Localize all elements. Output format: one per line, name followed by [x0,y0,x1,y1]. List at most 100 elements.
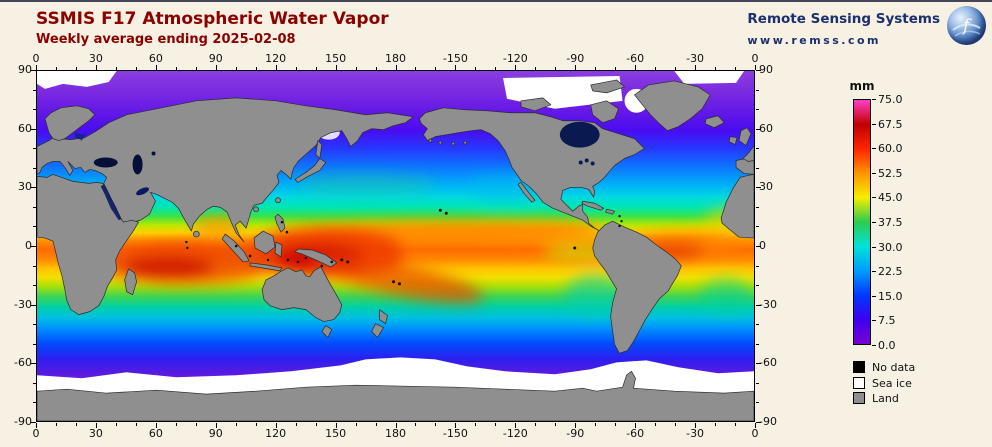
colorbar-tick-label: 60.0 [878,142,903,156]
lon-tick-label-bottom: 30 [88,427,103,440]
lat-tick-mark [756,167,759,169]
lon-tick-label-top: 30 [88,52,103,65]
lon-tick-mark [95,65,97,70]
lon-tick-mark [675,423,677,426]
lon-tick-label-top: 120 [265,52,287,65]
remss-globe-logo: f [947,6,986,45]
lon-tick-mark [515,65,517,70]
lon-tick-mark [595,67,597,70]
lon-tick-mark [475,423,477,426]
lon-tick-mark [435,423,437,426]
colorbar-tick-mark [872,123,876,125]
lat-tick-mark [756,109,759,111]
lon-tick-label-bottom: 0 [751,427,759,440]
globe-icon: f [952,16,981,37]
lat-tick-label-right: 60 [759,121,773,135]
lon-tick-label-top: 90 [208,52,223,65]
lon-tick-mark [75,423,77,426]
lat-tick-label-left: -90 [14,415,32,428]
lon-tick-mark [295,423,297,426]
lon-tick-mark [695,65,697,70]
lat-tick-label-left: 90 [18,63,32,76]
lat-tick-mark [33,324,36,326]
lat-tick-label-left: -60 [14,356,32,370]
lat-tick-mark [756,206,759,208]
lon-tick-label-bottom: -120 [502,427,528,440]
lon-tick-mark [435,67,437,70]
lat-tick-mark [33,382,36,384]
colorbar-tick-label: 67.5 [878,117,903,131]
lon-tick-mark [735,423,737,426]
lon-tick-mark [155,423,157,428]
moisture-anomaly-layer [98,172,754,318]
lon-tick-mark [635,65,637,70]
lat-tick-mark [33,89,36,91]
lat-tick-mark [33,285,36,287]
lat-tick-mark [756,324,759,326]
branding-website-link[interactable]: www.remss.com [747,34,882,47]
svg-text:f: f [961,16,972,36]
legend-label: Land [872,392,899,405]
lat-tick-mark [756,285,759,287]
lon-tick-mark [355,423,357,426]
colorbar-tick-label: 45.0 [878,191,903,205]
lon-tick-mark [235,67,237,70]
lon-tick-mark [535,423,537,426]
lon-tick-label-top: -90 [566,52,585,65]
colorbar-tick-mark [872,345,876,346]
lon-tick-mark [375,67,377,70]
lat-tick-mark [756,343,759,345]
legend-swatch [853,392,865,404]
lon-tick-mark [75,67,77,70]
colorbar-tick-mark [872,99,876,100]
lon-tick-label-top: 0 [32,52,40,65]
lon-tick-label-top: 60 [148,52,163,65]
lon-tick-mark [615,67,617,70]
lon-tick-mark [275,423,277,428]
lon-tick-mark [275,65,277,70]
lon-tick-mark [375,423,377,426]
lon-tick-mark [95,423,97,428]
lon-tick-mark [635,423,637,428]
lat-tick-mark [33,148,36,150]
land-layer [37,79,754,421]
lat-tick-label-right: 30 [759,180,773,194]
branding-name: Remote Sensing Systems [747,11,940,27]
branding: Remote Sensing Systems www.remss.com f [747,6,986,47]
colorbar [853,99,871,345]
legend-label: No data [872,361,916,374]
legend-item-no-data: No data [853,361,943,376]
lon-tick-mark [675,67,677,70]
lon-tick-mark [215,423,217,428]
legend-item-land: Land [853,392,943,407]
colorbar-tick-label: 22.5 [878,265,903,279]
legend-swatch [853,361,865,373]
lat-tick-mark [31,187,36,189]
lon-tick-mark [215,65,217,70]
no-data-speckles [185,208,623,286]
lon-tick-mark [495,67,497,70]
lat-tick-mark [756,246,761,247]
lon-tick-mark [715,423,717,426]
colorbar-tick-label: 7.5 [878,314,896,328]
page-title: SSMIS F17 Atmospheric Water Vapor [36,9,389,29]
lat-tick-mark [756,304,761,306]
lat-tick-mark [33,343,36,345]
lon-tick-mark [415,67,417,70]
lat-tick-mark [33,167,36,169]
lon-tick-label-bottom: 150 [325,427,347,440]
colorbar-tick-mark [872,172,876,174]
lat-tick-mark [756,187,761,189]
colorbar-tick-label: 15.0 [878,289,903,303]
lat-tick-mark [31,422,36,423]
lat-tick-mark [31,304,36,306]
legend-label: Sea ice [872,376,912,390]
lon-tick-mark [315,67,317,70]
lon-tick-label-bottom: -30 [686,427,705,440]
lat-tick-mark [31,70,36,71]
lon-tick-label-top: -30 [686,52,705,65]
lon-tick-label-top: -60 [626,52,645,65]
lat-tick-mark [33,402,36,404]
lon-tick-label-bottom: 120 [265,427,287,440]
colorbar-tick-mark [872,295,876,297]
